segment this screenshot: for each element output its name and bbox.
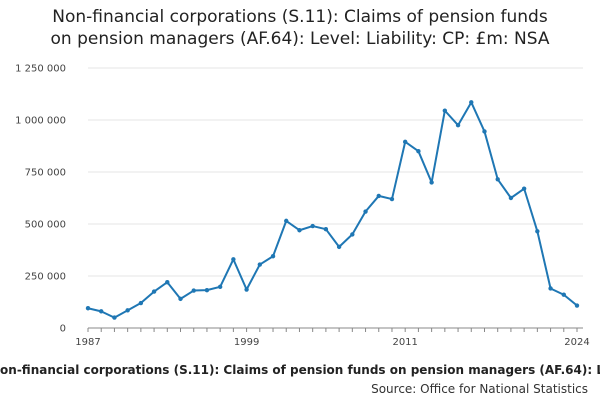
data-point <box>284 218 289 224</box>
data-point <box>125 308 130 313</box>
data-point <box>455 123 461 128</box>
data-point <box>323 227 329 232</box>
data-point <box>574 303 580 308</box>
data-point <box>350 232 355 237</box>
data-point <box>376 193 381 199</box>
y-tick-label: 250 000 <box>25 272 66 283</box>
data-point <box>389 196 395 202</box>
data-point <box>178 296 183 302</box>
data-point <box>548 286 553 291</box>
chart-title: Non-financial corporations (S.11): Claim… <box>0 6 600 50</box>
gridlines <box>88 67 583 277</box>
data-point <box>336 244 342 250</box>
data-point <box>270 254 276 259</box>
data-point <box>191 288 196 293</box>
chart-title-line-1: Non-financial corporations (S.11): Claim… <box>52 7 548 27</box>
data-point <box>99 309 104 314</box>
series-group <box>85 100 580 320</box>
x-tick-label: 2024 <box>564 337 589 348</box>
data-point <box>310 223 315 229</box>
data-point <box>85 306 91 311</box>
y-tick-label: 1 000 000 <box>15 116 66 127</box>
data-point <box>561 292 566 297</box>
data-point <box>429 180 434 185</box>
data-point <box>204 287 210 293</box>
source-label: Source: Office for National Statistics <box>371 382 588 396</box>
data-point <box>257 262 263 267</box>
data-point <box>469 100 474 105</box>
line-chart: 0 250 000 500 000 750 000 1 000 000 1 250 000… <box>15 64 590 349</box>
footer-caption-text: Non-financial corporations (S.11): Claim… <box>0 363 600 377</box>
footer-caption: Non-financial corporations (S.11): Claim… <box>0 363 600 381</box>
x-tick-label: 1987 <box>75 337 100 348</box>
data-point <box>535 229 540 234</box>
y-tick-label: 500 000 <box>25 220 66 231</box>
data-point <box>482 129 487 134</box>
y-tick-label: 0 <box>60 324 66 335</box>
chart-title-line-2: on pension managers (AF.64): Level: Liab… <box>50 29 550 49</box>
y-axis: 0 250 000 500 000 750 000 1 000 000 1 250 000 <box>15 64 66 335</box>
data-point <box>297 228 302 233</box>
y-tick-label: 1 250 000 <box>15 64 66 75</box>
data-point <box>244 287 249 292</box>
data-point <box>442 108 448 113</box>
data-point <box>363 209 368 214</box>
x-tick-label: 2011 <box>392 337 417 348</box>
data-point <box>495 177 500 182</box>
data-point <box>508 195 514 201</box>
series-line <box>87 101 578 319</box>
data-point <box>402 139 408 145</box>
x-tick-label: 1999 <box>234 337 259 348</box>
x-axis: 1987 1999 2011 2024 <box>75 327 590 348</box>
data-point <box>165 280 170 285</box>
data-point <box>151 289 157 294</box>
data-point <box>112 315 117 320</box>
data-point <box>138 300 144 306</box>
y-tick-label: 750 000 <box>25 168 66 179</box>
data-point <box>231 257 236 262</box>
data-point <box>416 149 421 154</box>
data-point <box>217 284 223 290</box>
data-point <box>521 186 527 191</box>
